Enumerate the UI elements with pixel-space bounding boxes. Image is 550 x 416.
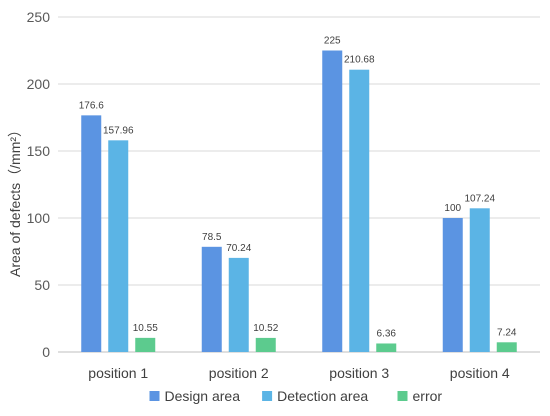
bar [469,208,490,352]
gridlines [58,16,540,353]
y-tick-label: 200 [27,76,51,92]
bar [442,218,463,352]
data-label: 176.6 [79,100,104,111]
y-tick-label: 50 [34,277,50,293]
legend-swatch [149,391,160,401]
legend-label: error [413,388,443,404]
bar [322,50,343,352]
data-label: 225 [324,36,341,47]
y-axis-title: Area of defects（/mm²） [7,123,23,277]
data-label: 157.96 [103,125,134,136]
category-labels: position 1 position 2 position 3 position 4 [88,365,510,381]
legend-swatch [397,391,408,401]
data-label: 210.68 [344,55,375,66]
legend-label: Detection area [277,388,368,404]
bar [228,257,249,352]
bar [201,246,222,352]
data-label: 6.36 [377,328,397,339]
data-label: 78.5 [202,232,222,243]
legend-label: Design area [165,388,241,404]
bar [496,342,517,352]
y-tick-label: 150 [27,143,51,159]
bar [255,337,276,352]
y-tick-labels: 0 50 100 150 200 250 [27,9,51,360]
legend-swatch [262,391,273,401]
data-label: 10.55 [133,323,158,334]
y-tick-label: 100 [27,210,51,226]
category-label: position 3 [329,365,389,381]
y-tick-label: 250 [27,9,51,25]
data-label: 70.24 [226,243,251,254]
bar [135,337,156,352]
y-tick-label: 0 [42,344,50,360]
category-label: position 4 [450,365,510,381]
data-label: 10.52 [253,323,278,334]
bar [376,343,397,352]
bars [81,50,517,353]
bar [349,69,370,353]
legend: Design area Detection area error [149,388,443,404]
data-label: 107.24 [464,193,495,204]
data-label: 7.24 [497,327,517,338]
category-label: position 2 [209,365,269,381]
bar [108,140,129,352]
bar [81,115,102,352]
category-label: position 1 [88,365,148,381]
data-label: 100 [444,203,461,214]
